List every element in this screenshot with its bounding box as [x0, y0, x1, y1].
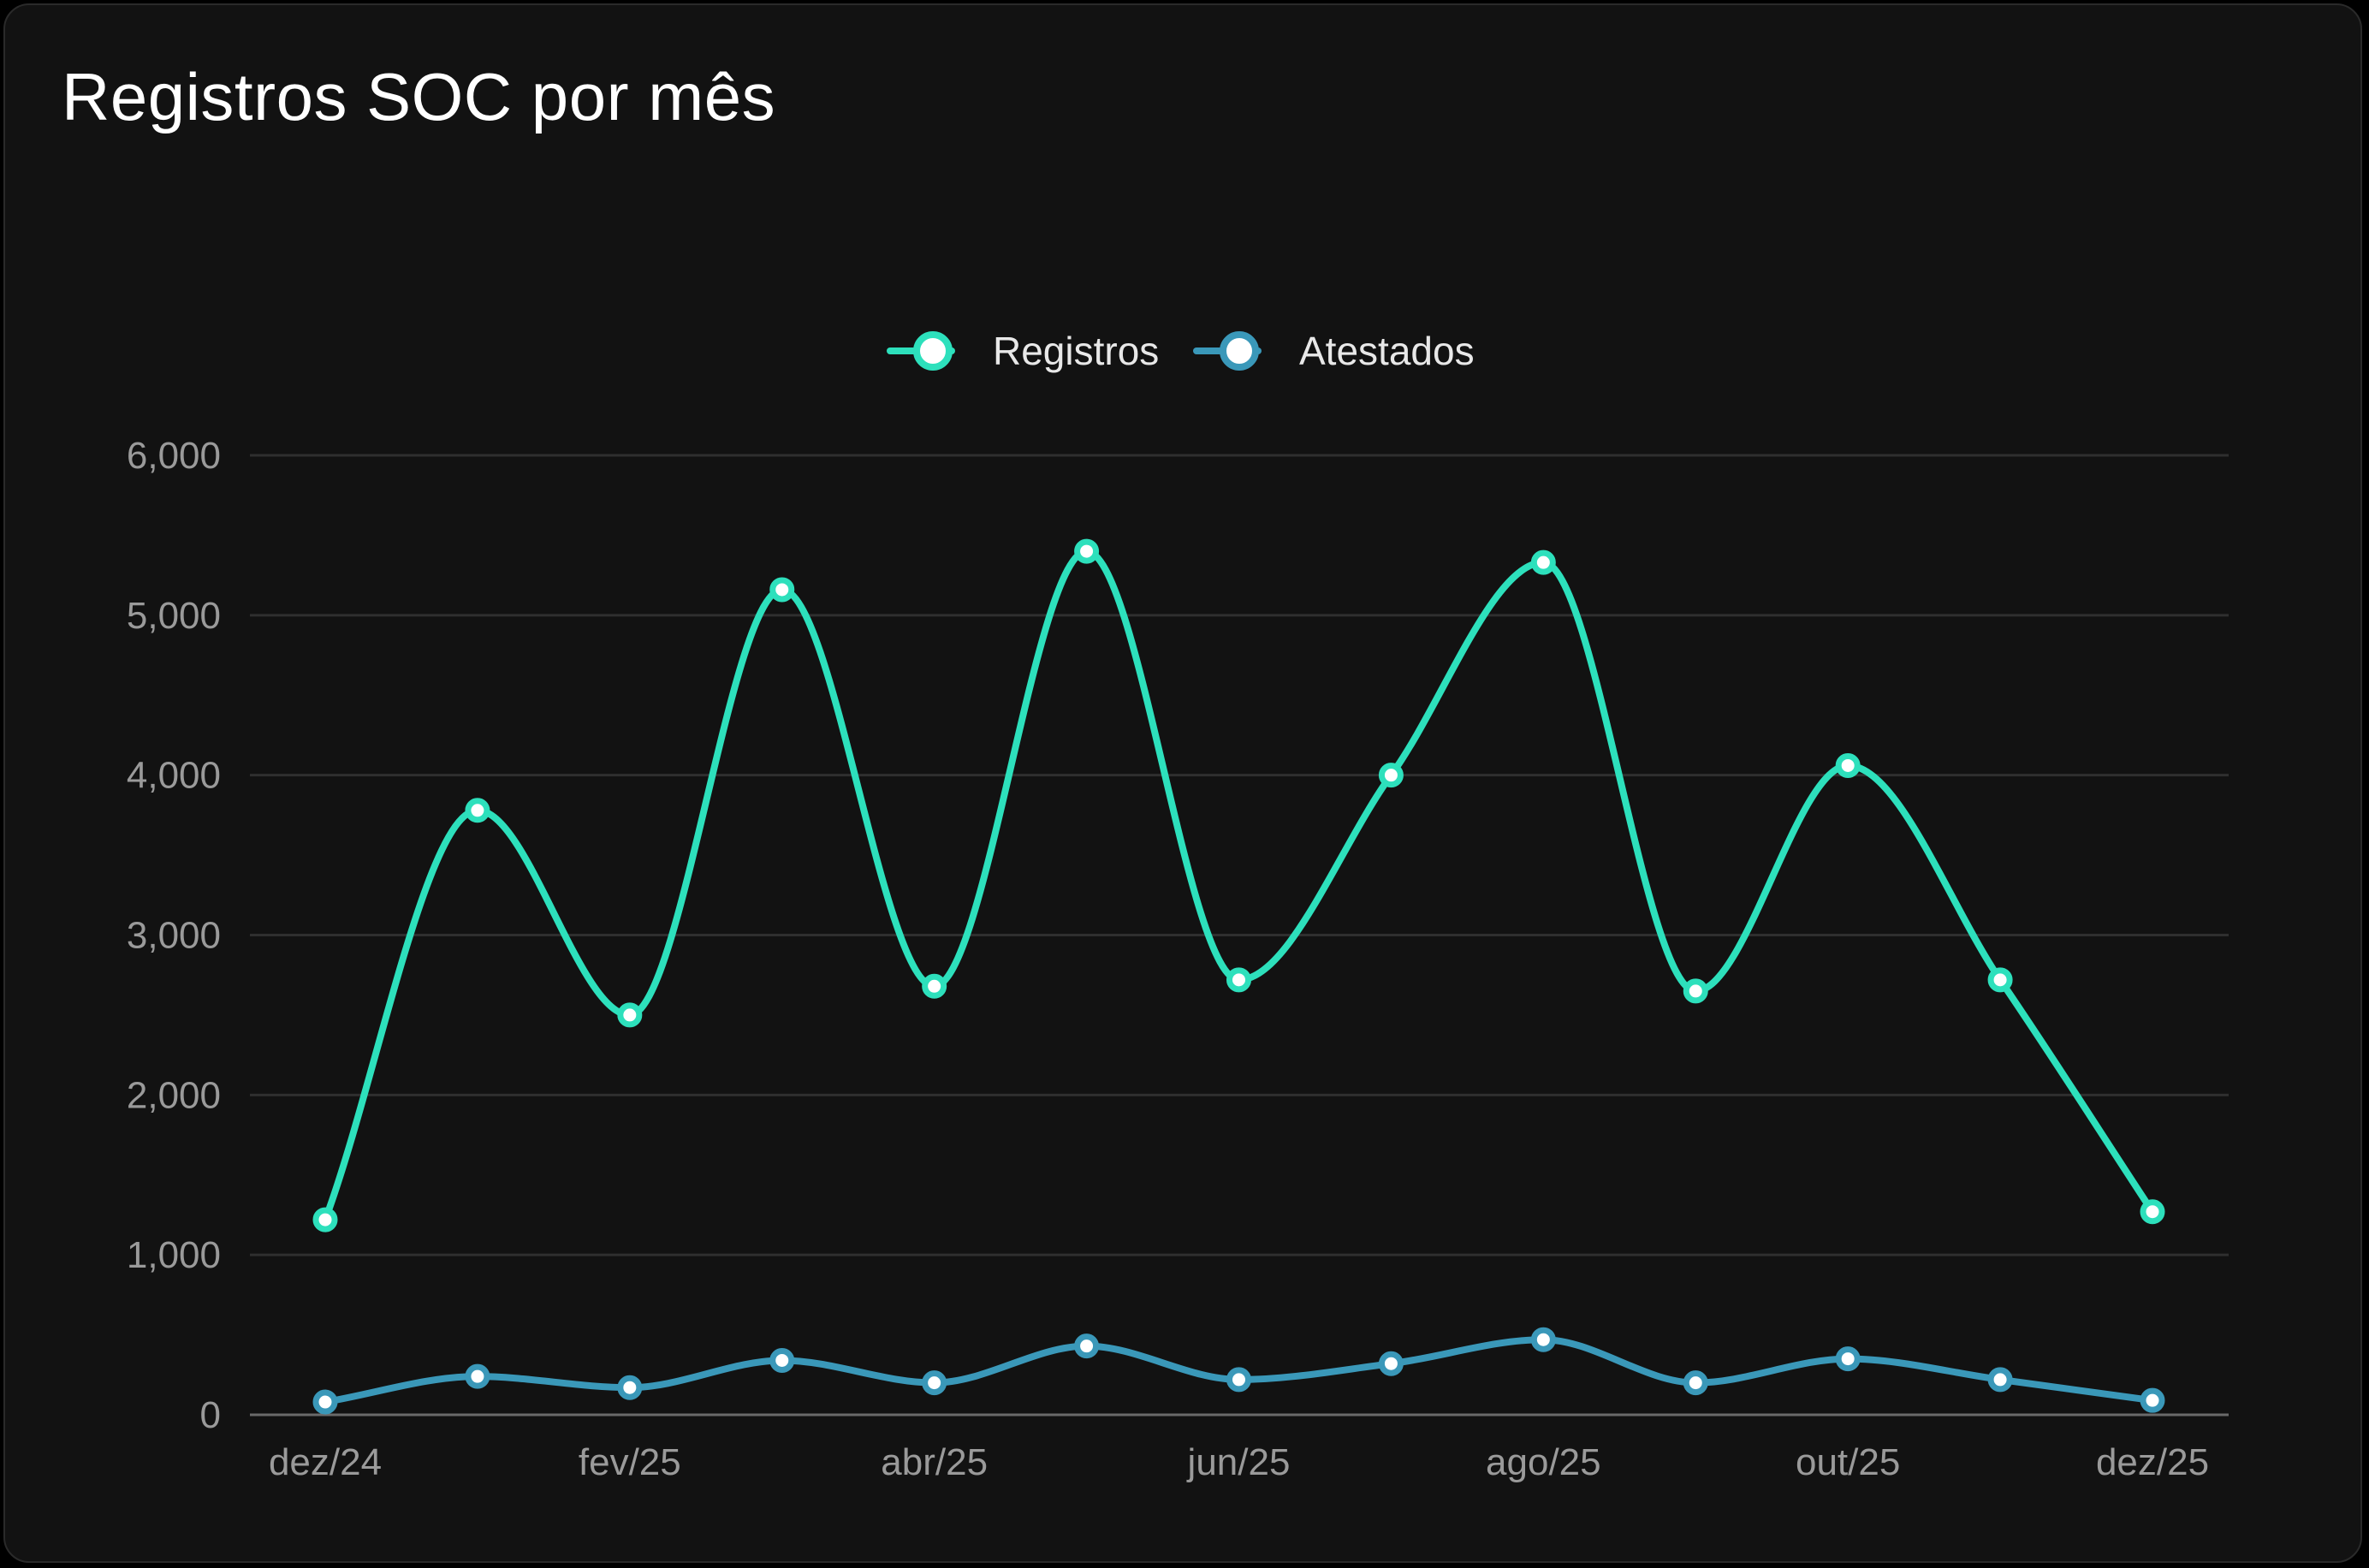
x-tick-label: dez/24: [269, 1441, 382, 1483]
y-tick-label: 5,000: [127, 595, 221, 637]
legend-label: Atestados: [1299, 329, 1475, 373]
y-tick-label: 6,000: [127, 435, 221, 477]
legend-marker-icon: [1220, 331, 1259, 371]
grid-lines: [250, 454, 2229, 1256]
y-tick-label: 0: [200, 1394, 221, 1436]
series-line-registros: [322, 548, 2156, 1224]
data-point-atestados[interactable]: [1530, 1327, 1556, 1352]
data-point-registros[interactable]: [1074, 538, 1100, 564]
card-title: Registros SOC por mês: [62, 59, 776, 134]
legend[interactable]: Registros Atestados: [887, 329, 1475, 373]
data-point-registros[interactable]: [922, 973, 947, 999]
data-point-registros[interactable]: [1835, 752, 1861, 778]
legend-item-registros[interactable]: Registros: [887, 329, 1159, 373]
data-points: [312, 538, 2165, 1415]
axes: 0 1,000 2,000 3,000 4,000 5,000 6,000 dez/24 fev…: [127, 435, 2229, 1483]
chart-card: Registros SOC por mês: [3, 3, 2362, 1563]
data-point-atestados[interactable]: [312, 1389, 338, 1415]
data-point-registros[interactable]: [1987, 967, 2013, 993]
data-point-atestados[interactable]: [1835, 1346, 1861, 1372]
x-tick-label: ago/25: [1486, 1441, 1601, 1483]
data-point-registros[interactable]: [1226, 967, 1251, 993]
data-point-registros[interactable]: [312, 1207, 338, 1232]
legend-label: Registros: [993, 329, 1159, 373]
data-point-atestados[interactable]: [769, 1347, 795, 1373]
y-tick-label: 1,000: [127, 1234, 221, 1276]
data-point-registros[interactable]: [617, 1002, 643, 1028]
data-point-registros[interactable]: [1530, 549, 1556, 575]
x-tick-label: abr/25: [881, 1441, 988, 1483]
y-tick-label: 2,000: [127, 1074, 221, 1116]
data-point-atestados[interactable]: [1378, 1351, 1404, 1376]
data-point-registros[interactable]: [1378, 763, 1404, 788]
data-point-registros[interactable]: [769, 577, 795, 603]
data-point-atestados[interactable]: [2140, 1387, 2165, 1413]
data-point-registros[interactable]: [2140, 1199, 2165, 1225]
y-tick-label: 3,000: [127, 915, 221, 957]
data-point-atestados[interactable]: [1074, 1333, 1100, 1359]
data-point-atestados[interactable]: [465, 1363, 490, 1389]
x-tick-label: out/25: [1796, 1441, 1900, 1483]
legend-marker-icon: [913, 331, 953, 371]
data-point-atestados[interactable]: [922, 1370, 947, 1396]
legend-item-atestados[interactable]: Atestados: [1193, 329, 1475, 373]
x-tick-label: dez/25: [2096, 1441, 2209, 1483]
data-point-registros[interactable]: [1683, 978, 1708, 1004]
y-tick-label: 4,000: [127, 755, 221, 797]
data-point-registros[interactable]: [465, 798, 490, 823]
x-tick-label: jun/25: [1186, 1441, 1291, 1483]
data-point-atestados[interactable]: [1683, 1370, 1708, 1396]
data-point-atestados[interactable]: [617, 1375, 643, 1400]
data-point-atestados[interactable]: [1226, 1367, 1251, 1393]
data-point-atestados[interactable]: [1987, 1367, 2013, 1393]
x-tick-label: fev/25: [579, 1441, 681, 1483]
